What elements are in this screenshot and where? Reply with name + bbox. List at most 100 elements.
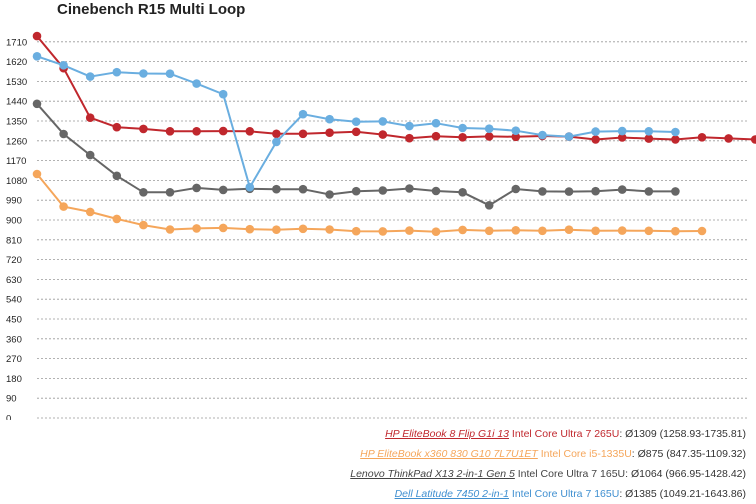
- data-point[interactable]: [431, 186, 441, 196]
- data-point[interactable]: [378, 130, 388, 139]
- data-point[interactable]: [32, 52, 42, 61]
- data-point[interactable]: [85, 207, 95, 217]
- legend-model-link[interactable]: Lenovo ThinkPad X13 2-in-1 Gen 5: [350, 468, 515, 480]
- data-point[interactable]: [564, 187, 574, 196]
- data-point[interactable]: [351, 226, 361, 236]
- data-point[interactable]: [325, 190, 334, 199]
- data-point[interactable]: [484, 132, 494, 141]
- data-point[interactable]: [85, 72, 95, 81]
- data-point[interactable]: [378, 227, 388, 236]
- data-point[interactable]: [405, 184, 414, 193]
- data-point[interactable]: [671, 127, 680, 137]
- data-point[interactable]: [59, 61, 68, 70]
- data-point[interactable]: [351, 186, 361, 196]
- data-point[interactable]: [511, 126, 521, 135]
- data-point[interactable]: [32, 169, 42, 179]
- data-point[interactable]: [697, 133, 707, 142]
- data-point[interactable]: [458, 225, 467, 235]
- data-point[interactable]: [538, 130, 547, 140]
- data-point[interactable]: [591, 226, 600, 236]
- data-point[interactable]: [484, 201, 494, 210]
- data-point[interactable]: [591, 135, 600, 144]
- data-point[interactable]: [431, 227, 441, 236]
- data-point[interactable]: [724, 134, 733, 143]
- data-point[interactable]: [32, 31, 42, 41]
- data-point[interactable]: [511, 132, 521, 142]
- data-point[interactable]: [511, 226, 521, 235]
- data-point[interactable]: [671, 187, 680, 196]
- data-point[interactable]: [644, 127, 654, 136]
- data-point[interactable]: [85, 113, 95, 122]
- data-point[interactable]: [351, 117, 361, 126]
- data-point[interactable]: [298, 224, 308, 234]
- data-point[interactable]: [644, 187, 654, 196]
- data-point[interactable]: [192, 224, 201, 233]
- data-point[interactable]: [59, 129, 68, 139]
- data-point[interactable]: [85, 150, 95, 160]
- data-point[interactable]: [458, 123, 467, 133]
- data-point[interactable]: [617, 133, 627, 142]
- legend-model-link[interactable]: HP EliteBook 8 Flip G1i 13: [385, 428, 509, 440]
- data-point[interactable]: [431, 131, 441, 141]
- data-point[interactable]: [325, 225, 334, 234]
- data-point[interactable]: [112, 214, 122, 224]
- data-point[interactable]: [538, 226, 547, 236]
- legend-model-link[interactable]: HP EliteBook x360 830 G10 7L7U1ET: [360, 448, 538, 460]
- data-point[interactable]: [351, 127, 361, 137]
- data-point[interactable]: [165, 188, 175, 197]
- data-point[interactable]: [511, 184, 521, 194]
- data-point[interactable]: [112, 171, 122, 181]
- data-point[interactable]: [325, 114, 334, 124]
- data-point[interactable]: [112, 67, 122, 77]
- data-point[interactable]: [405, 133, 414, 143]
- data-point[interactable]: [218, 185, 228, 195]
- data-point[interactable]: [245, 224, 255, 234]
- data-point[interactable]: [378, 186, 388, 195]
- data-point[interactable]: [298, 109, 308, 119]
- data-point[interactable]: [192, 183, 201, 193]
- data-point[interactable]: [750, 135, 756, 144]
- data-point[interactable]: [218, 89, 228, 99]
- data-point[interactable]: [165, 69, 175, 78]
- data-point[interactable]: [591, 186, 600, 196]
- data-point[interactable]: [218, 126, 228, 136]
- data-point[interactable]: [671, 226, 680, 236]
- data-point[interactable]: [405, 121, 414, 131]
- data-point[interactable]: [32, 99, 42, 109]
- data-point[interactable]: [165, 127, 175, 136]
- data-point[interactable]: [325, 128, 334, 137]
- data-point[interactable]: [245, 127, 255, 136]
- data-point[interactable]: [644, 226, 654, 236]
- data-point[interactable]: [458, 133, 467, 142]
- data-point[interactable]: [697, 226, 707, 236]
- data-point[interactable]: [272, 129, 281, 139]
- data-point[interactable]: [59, 202, 68, 211]
- legend-model-link[interactable]: Dell Latitude 7450 2-in-1: [394, 488, 509, 500]
- data-point[interactable]: [192, 79, 201, 88]
- data-point[interactable]: [617, 226, 627, 235]
- data-point[interactable]: [298, 129, 308, 139]
- data-point[interactable]: [405, 226, 414, 235]
- data-point[interactable]: [218, 223, 228, 233]
- data-point[interactable]: [484, 226, 494, 236]
- data-point[interactable]: [165, 225, 175, 234]
- data-point[interactable]: [139, 220, 148, 230]
- data-point[interactable]: [272, 137, 281, 147]
- data-point[interactable]: [139, 69, 148, 78]
- data-point[interactable]: [564, 132, 574, 141]
- data-point[interactable]: [617, 185, 627, 194]
- data-point[interactable]: [378, 117, 388, 126]
- data-point[interactable]: [272, 184, 281, 194]
- data-point[interactable]: [458, 188, 467, 197]
- data-point[interactable]: [431, 118, 441, 128]
- data-point[interactable]: [591, 127, 600, 136]
- data-point[interactable]: [298, 184, 308, 194]
- data-point[interactable]: [564, 225, 574, 234]
- data-point[interactable]: [192, 127, 201, 136]
- data-point[interactable]: [538, 187, 547, 196]
- data-point[interactable]: [272, 225, 281, 234]
- data-point[interactable]: [671, 135, 680, 144]
- data-point[interactable]: [139, 188, 148, 197]
- data-point[interactable]: [484, 124, 494, 133]
- data-point[interactable]: [644, 134, 654, 143]
